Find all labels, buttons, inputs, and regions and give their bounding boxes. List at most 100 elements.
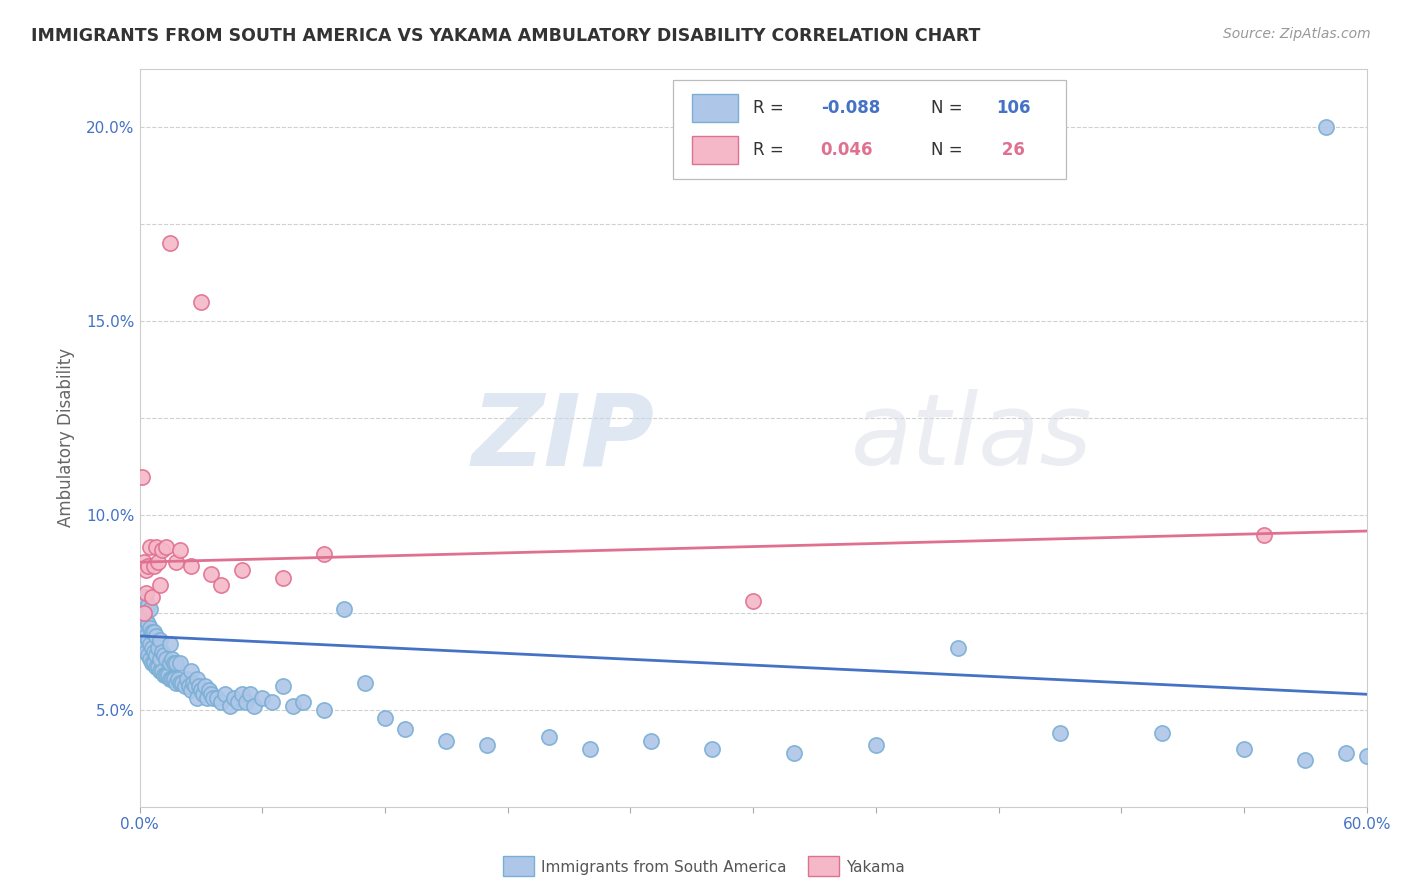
- FancyBboxPatch shape: [673, 79, 1066, 179]
- Point: [131, 469, 153, 483]
- Point: [150, 644, 173, 658]
- Point: [155, 540, 177, 554]
- Point: [177, 680, 200, 694]
- Point: [200, 566, 222, 581]
- Point: [136, 598, 159, 612]
- Text: -0.088: -0.088: [821, 99, 880, 117]
- Point: [1294, 753, 1316, 767]
- Point: [132, 640, 155, 655]
- Point: [132, 609, 155, 624]
- Point: [353, 675, 375, 690]
- Point: [136, 559, 159, 574]
- Point: [132, 625, 155, 640]
- Point: [742, 594, 765, 608]
- Point: [200, 687, 222, 701]
- Point: [640, 734, 662, 748]
- Point: [139, 621, 162, 635]
- Point: [155, 652, 177, 666]
- Point: [132, 606, 155, 620]
- Point: [783, 746, 806, 760]
- Point: [181, 675, 204, 690]
- Point: [163, 656, 186, 670]
- Point: [167, 672, 190, 686]
- Point: [1336, 746, 1358, 760]
- Point: [180, 559, 202, 574]
- Point: [207, 691, 229, 706]
- Point: [159, 236, 181, 251]
- Point: [131, 601, 153, 615]
- Point: [153, 648, 176, 663]
- Point: [333, 601, 356, 615]
- Point: [172, 675, 194, 690]
- Point: [135, 563, 157, 577]
- Point: [150, 543, 173, 558]
- Point: [239, 687, 262, 701]
- Point: [142, 625, 165, 640]
- Point: [159, 656, 181, 670]
- Point: [169, 656, 191, 670]
- Point: [1152, 726, 1174, 740]
- Point: [146, 640, 169, 655]
- Point: [262, 695, 284, 709]
- Point: [162, 672, 184, 686]
- Y-axis label: Ambulatory Disability: Ambulatory Disability: [58, 348, 75, 527]
- Point: [146, 555, 169, 569]
- Point: [374, 710, 396, 724]
- Text: 26: 26: [995, 141, 1025, 159]
- Point: [141, 625, 163, 640]
- Point: [136, 632, 159, 647]
- Point: [271, 571, 294, 585]
- Point: [190, 294, 212, 309]
- Point: [865, 738, 887, 752]
- Point: [135, 629, 157, 643]
- Point: [209, 578, 232, 592]
- Point: [243, 698, 266, 713]
- Point: [434, 734, 457, 748]
- Point: [142, 656, 165, 670]
- Point: [1253, 528, 1275, 542]
- Point: [131, 632, 153, 647]
- Point: [139, 637, 162, 651]
- Point: [136, 648, 159, 663]
- Point: [136, 617, 159, 632]
- Point: [145, 629, 167, 643]
- Point: [139, 652, 162, 666]
- Point: [477, 738, 499, 752]
- Point: [218, 698, 240, 713]
- Point: [163, 672, 186, 686]
- Point: [946, 640, 969, 655]
- Point: [146, 660, 169, 674]
- Point: [145, 540, 167, 554]
- Point: [142, 559, 165, 574]
- Point: [281, 698, 304, 713]
- Point: [157, 668, 180, 682]
- Point: [271, 680, 294, 694]
- Point: [702, 741, 724, 756]
- Point: [139, 601, 162, 615]
- Point: [198, 683, 221, 698]
- Point: [231, 687, 253, 701]
- Point: [149, 664, 172, 678]
- Point: [1355, 749, 1378, 764]
- Point: [209, 695, 232, 709]
- Point: [142, 644, 165, 658]
- Text: 0.046: 0.046: [821, 141, 873, 159]
- Point: [394, 723, 416, 737]
- Point: [190, 683, 212, 698]
- Text: ZIP: ZIP: [472, 389, 655, 486]
- Point: [1049, 726, 1071, 740]
- Point: [180, 664, 202, 678]
- Point: [153, 668, 176, 682]
- Point: [132, 590, 155, 604]
- Point: [186, 672, 208, 686]
- Point: [165, 656, 187, 670]
- Point: [1233, 741, 1256, 756]
- Point: [135, 594, 157, 608]
- Point: [141, 590, 163, 604]
- Point: [312, 547, 335, 561]
- Point: [159, 637, 181, 651]
- Point: [135, 614, 157, 628]
- Point: [145, 648, 167, 663]
- Point: [312, 703, 335, 717]
- Text: 106: 106: [995, 99, 1031, 117]
